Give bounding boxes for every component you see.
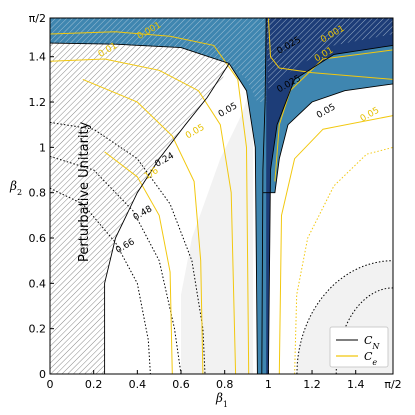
x-tick-label-6: 1.2 [303,378,321,391]
cn-contours [50,18,393,374]
legend-label-ce: Ce [364,350,377,367]
x-tick-label-7: 1.4 [347,378,365,391]
y-tick-label-8: π/2 [29,12,46,25]
cn-contour-3 [267,44,393,374]
x-axis-label: β1 [215,391,228,409]
ce-contour-4 [267,18,393,80]
x-tick-label-4: 0.8 [216,378,234,391]
hatch-top [50,18,393,102]
x-axis-ticks: 0 0.2 0.4 0.6 0.8 1 1.2 1.4 π/2 [47,370,402,391]
x-tick-label-3: 0.6 [172,378,190,391]
ce-contour-2 [82,78,204,374]
y-tick-label-1: 0.2 [29,323,47,336]
legend-label-cn-base: C [364,334,373,347]
legend-box [329,326,389,368]
cn-contour-1 [104,63,230,374]
y-tick-label-7: 1.4 [29,51,47,64]
y-tick-label-5: 1 [39,141,46,154]
y-axis-label-sub: 2 [17,188,22,197]
dotted-contour-2 [50,187,151,374]
legend-label-ce-base: C [364,350,373,363]
legend-label-ce-sub: e [372,358,377,367]
cn-contour-4 [262,83,393,194]
legend: CN Ce [329,326,389,368]
y-tick-label-3: 0.6 [29,232,47,245]
x-tick-label-8: π/2 [384,378,401,391]
y-axis-ticks: 0 0.2 0.4 0.6 0.8 1 1.2 1.4 π/2 [29,12,54,381]
x-tick-label-1: 0.2 [85,378,103,391]
ce-contour-3 [104,151,173,374]
plot-frame [49,17,394,375]
y-tick-label-2: 0.4 [29,277,47,290]
ce-contour-1 [50,58,237,374]
ce-contour-6 [278,115,393,374]
region-label: Perturbative Unitarity [77,121,92,262]
x-tick-label-5: 1 [265,378,272,391]
x-tick-label-2: 0.4 [129,378,147,391]
y-tick-label-4: 0.8 [29,187,47,200]
ce-contour-0 [50,31,250,374]
y-axis-label: β2 [9,179,22,197]
y-tick-label-6: 1.2 [29,96,47,109]
dotted-contour-right-yellow [294,146,393,374]
gray-region-left [181,79,254,374]
legend-label-cn: CN [364,334,380,351]
dotted-contour-1 [50,155,182,374]
legend-label-cn-sub: N [371,342,380,351]
plot-area: 0.0010.010.051/60.050.240.480.660.0250.0… [50,18,393,374]
x-axis-label-sub: 1 [223,400,228,409]
y-tick-label-0: 0 [39,368,46,381]
x-tick-label-0: 0 [47,378,54,391]
cn-contour-2 [261,18,267,374]
